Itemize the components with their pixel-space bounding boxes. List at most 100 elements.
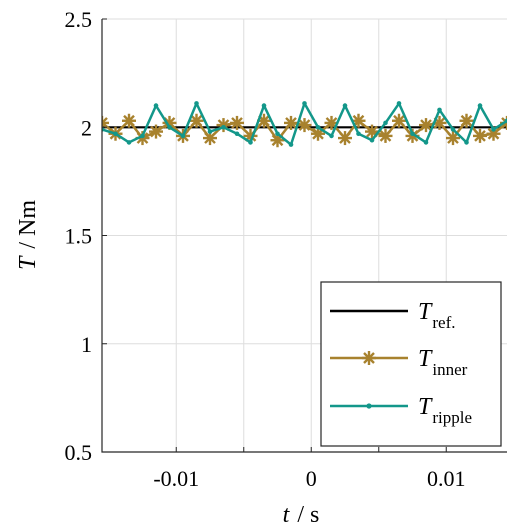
data-point-ripple-17	[329, 133, 334, 139]
data-point-ripple-18	[342, 103, 348, 108]
data-point-inner-18	[338, 131, 352, 146]
x-tick-label-2: 0	[306, 466, 317, 491]
x-axis-label: t / s	[283, 502, 320, 528]
data-point-ripple-6	[180, 133, 186, 139]
legend-symbol: T	[418, 394, 433, 420]
data-point-ripple-23	[410, 131, 415, 137]
asterisk-stroke	[379, 130, 392, 142]
data-point-ripple-25	[437, 107, 442, 113]
asterisk-stroke	[420, 119, 432, 131]
data-point-inner-24	[419, 118, 433, 133]
data-point-inner-0	[102, 115, 109, 130]
data-point-ripple-12	[261, 103, 267, 108]
data-point-inner-10	[230, 115, 244, 130]
x-tick-label-0: -0.01	[153, 466, 199, 491]
y-tick-label-4: 2.5	[65, 7, 93, 32]
data-point-ripple-8	[207, 129, 213, 134]
data-point-ripple-7	[194, 101, 199, 106]
data-point-ripple-19	[356, 131, 361, 137]
data-point-ripple-10	[234, 131, 240, 137]
data-point-ripple-28	[477, 103, 483, 108]
asterisk-stroke	[474, 130, 486, 142]
data-point-ripple-27	[464, 140, 469, 145]
asterisk-stroke	[258, 114, 270, 127]
asterisk-stroke	[204, 132, 216, 144]
data-point-ripple-21	[383, 120, 388, 126]
data-point-ripple-1	[113, 131, 118, 137]
asterisk-stroke	[501, 121, 507, 129]
legend-symbol: T	[418, 346, 433, 372]
legend-box	[320, 281, 502, 447]
data-point-inner-27	[459, 113, 474, 128]
data-point-ripple-24	[423, 140, 429, 145]
y-tick-label-3: 2	[81, 115, 92, 140]
asterisk-stroke	[102, 117, 108, 125]
data-point-ripple-13	[275, 131, 280, 137]
asterisk-stroke	[298, 119, 311, 131]
data-point-inner-14	[284, 115, 298, 130]
legend-entry-inner: Tinner	[330, 346, 468, 379]
legend-marker	[362, 351, 376, 365]
data-point-inner-21	[378, 128, 393, 143]
data-point-inner-4	[149, 124, 163, 139]
y-tick-label-0: 0.5	[65, 440, 93, 465]
asterisk-stroke	[487, 127, 500, 140]
asterisk-stroke	[150, 125, 162, 138]
asterisk-stroke	[363, 352, 375, 364]
legend-subscript: ref.	[432, 313, 455, 332]
data-point-inner-22	[392, 113, 406, 128]
y-axis-label: T/ Nm	[15, 200, 41, 270]
data-point-ripple-30	[504, 118, 507, 124]
legend-entry-ripple: Tripple	[330, 394, 472, 427]
data-point-inner-26	[446, 131, 460, 146]
series-inner	[102, 113, 507, 148]
asterisk-stroke	[501, 117, 507, 125]
data-point-inner-28	[473, 128, 487, 143]
asterisk-stroke	[325, 117, 338, 129]
asterisk-stroke	[366, 125, 378, 138]
legend-label: Tripple	[418, 394, 472, 427]
data-point-ripple-14	[288, 142, 294, 147]
x-tick-label-4: 0.01	[427, 466, 466, 491]
asterisk-stroke	[393, 114, 405, 127]
asterisk-stroke	[447, 132, 459, 144]
legend-subscript: inner	[432, 360, 467, 379]
data-point-ripple-22	[396, 101, 402, 106]
data-point-ripple-15	[302, 101, 307, 106]
data-point-ripple-4	[153, 103, 159, 108]
y-tick-label-2: 1.5	[65, 224, 93, 249]
asterisk-stroke	[433, 117, 446, 129]
asterisk-stroke	[102, 121, 108, 129]
legend-label: Tref.	[418, 299, 455, 332]
series-ripple	[102, 101, 507, 147]
asterisk-stroke	[231, 117, 243, 129]
data-point-ripple-2	[126, 140, 132, 145]
legend-symbol: T	[418, 299, 433, 325]
data-point-inner-15	[297, 118, 312, 133]
tick-labels: -0.01 0 0.01 0.5 1 1.5 2 2.5	[65, 7, 466, 491]
asterisk-stroke	[123, 114, 135, 127]
plot-area	[102, 101, 507, 148]
legend-marker	[366, 403, 372, 409]
asterisk-stroke	[460, 114, 473, 127]
axes	[101, 18, 507, 453]
asterisk-stroke	[163, 117, 176, 129]
data-point-ripple-3	[140, 133, 145, 139]
data-point-ripple-16	[315, 124, 321, 130]
asterisk-stroke	[190, 114, 203, 127]
data-point-ripple-9	[221, 124, 226, 130]
data-point-ripple-26	[450, 127, 456, 132]
legend-entry-ref: Tref.	[330, 299, 455, 332]
legend-label: Tinner	[418, 346, 468, 379]
asterisk-stroke	[339, 132, 351, 144]
data-point-ripple-11	[248, 140, 253, 145]
data-point-inner-29	[486, 126, 501, 141]
data-point-ripple-5	[167, 124, 172, 130]
y-tick-label-1: 1	[81, 332, 92, 357]
data-point-ripple-20	[369, 137, 375, 143]
data-point-inner-2	[122, 113, 136, 128]
legend-subscript: ripple	[432, 408, 472, 427]
asterisk-stroke	[285, 117, 297, 129]
